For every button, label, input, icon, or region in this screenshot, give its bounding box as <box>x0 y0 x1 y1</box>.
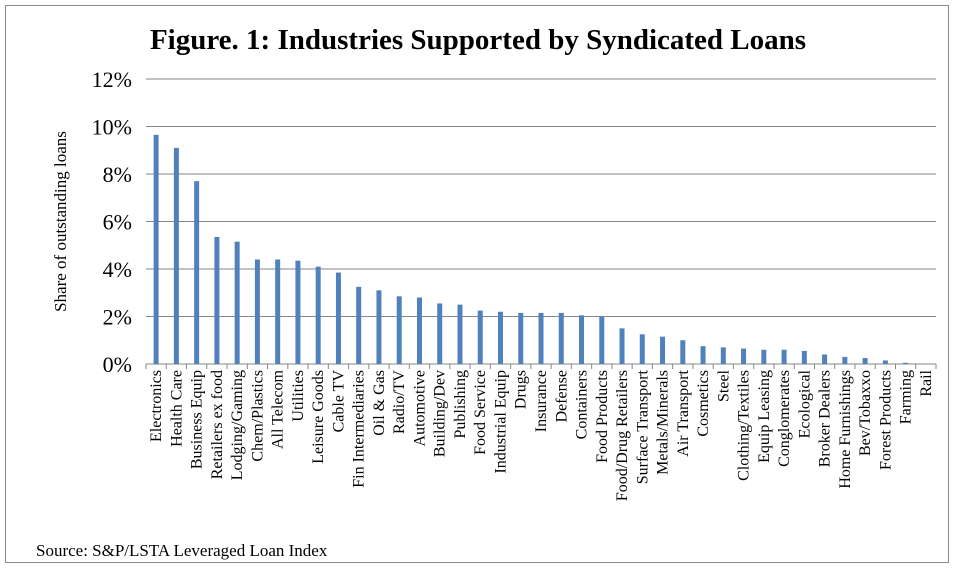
x-tick-label: Food Products <box>594 370 611 463</box>
x-tick-label: Defense <box>553 370 570 422</box>
x-tick-label: Leisure Goods <box>310 370 327 464</box>
bar <box>700 346 706 364</box>
source-note: Source: S&P/LSTA Leveraged Loan Index <box>36 541 328 560</box>
bar <box>194 181 200 364</box>
bar <box>720 347 726 364</box>
bar <box>599 316 605 364</box>
y-tick-label: 8% <box>103 162 132 187</box>
x-tick-label: Forest Products <box>877 370 894 470</box>
x-tick-label: Surface Transport <box>634 369 651 484</box>
x-tick-label: Rail <box>918 369 935 396</box>
x-tick-label: Insurance <box>533 370 550 432</box>
bar <box>660 336 666 364</box>
x-tick-label: Oil & Gas <box>371 370 388 436</box>
x-tick-label: Clothing/Textiles <box>736 370 753 481</box>
x-tick-label: Electronics <box>148 370 165 442</box>
x-tick-label: Farming <box>898 370 915 424</box>
x-tick-label: Automotive <box>411 370 428 446</box>
bar <box>477 310 483 364</box>
bar <box>497 311 503 364</box>
x-tick-label: All Telecom <box>270 369 287 449</box>
bar <box>153 134 159 364</box>
x-tick-label: Building/Dev <box>432 370 449 457</box>
bar <box>822 354 828 364</box>
x-tick-label: Conglomerates <box>776 370 793 467</box>
bar <box>619 328 625 364</box>
y-tick-label: 4% <box>103 257 132 282</box>
bar <box>558 312 564 364</box>
x-tick-label: Industrial Equip <box>492 370 509 474</box>
y-tick-label: 6% <box>103 210 132 235</box>
x-tick-label: Cable TV <box>330 370 347 433</box>
x-tick-label: Publishing <box>452 370 469 438</box>
bar <box>457 304 463 364</box>
x-tick-label: Containers <box>574 370 591 439</box>
bar <box>862 358 868 364</box>
bar <box>173 147 179 364</box>
x-tick-label: Bev/Tobaxxo <box>857 370 874 456</box>
bar <box>761 349 767 364</box>
x-tick-label: Ecological <box>796 369 813 438</box>
x-tick-label: Radio/TV <box>391 370 408 434</box>
bar <box>214 236 220 364</box>
y-tick-label: 12% <box>92 67 132 92</box>
bar <box>416 297 422 364</box>
x-tick-label: Food/Drug Retailers <box>614 370 631 501</box>
x-tick-label: Utilities <box>290 370 307 422</box>
x-tick-label: Home Furnishings <box>837 370 854 489</box>
chart-frame <box>5 5 949 563</box>
y-tick-label: 10% <box>92 115 132 140</box>
bar <box>680 340 686 364</box>
bar <box>579 315 585 364</box>
bar <box>295 260 301 364</box>
bar <box>315 266 321 364</box>
x-tick-label: Health Care <box>168 370 185 447</box>
bar <box>882 360 888 364</box>
bar <box>538 312 544 364</box>
bar <box>234 241 240 364</box>
x-tick-label: Chem/Plastics <box>249 370 266 462</box>
x-tick-label: Retailers ex food <box>209 370 226 479</box>
bar <box>518 312 524 364</box>
x-tick-label: Metals/Minerals <box>655 370 672 475</box>
y-tick-label: 2% <box>103 305 132 330</box>
bar <box>254 259 260 364</box>
chart-title: Figure. 1: Industries Supported by Syndi… <box>149 24 807 56</box>
bar <box>376 290 382 364</box>
x-tick-label: Lodging/Gaming <box>229 370 246 480</box>
y-axis-label: Share of outstanding loans <box>51 131 70 312</box>
bar <box>275 259 281 364</box>
bar <box>437 303 443 364</box>
bar <box>356 286 362 364</box>
x-tick-label: Air Transport <box>675 369 692 456</box>
x-tick-label: Fin Intermediaries <box>351 370 368 488</box>
y-tick-label: 0% <box>103 352 132 377</box>
x-tick-label: Food Service <box>472 370 489 455</box>
bar <box>741 348 747 364</box>
bar <box>842 356 848 364</box>
x-tick-label: Broker Dealers <box>817 370 834 467</box>
x-tick-label: Steel <box>715 369 732 402</box>
bar <box>396 296 402 364</box>
x-tick-label: Cosmetics <box>695 370 712 437</box>
bar <box>781 349 787 364</box>
x-tick-label: Business Equip <box>189 370 206 469</box>
x-tick-label: Drugs <box>513 370 530 409</box>
bar <box>903 362 909 364</box>
bar <box>801 350 807 364</box>
bar <box>639 334 645 364</box>
bar <box>335 272 341 364</box>
x-tick-label: Equip Leasing <box>756 370 773 463</box>
